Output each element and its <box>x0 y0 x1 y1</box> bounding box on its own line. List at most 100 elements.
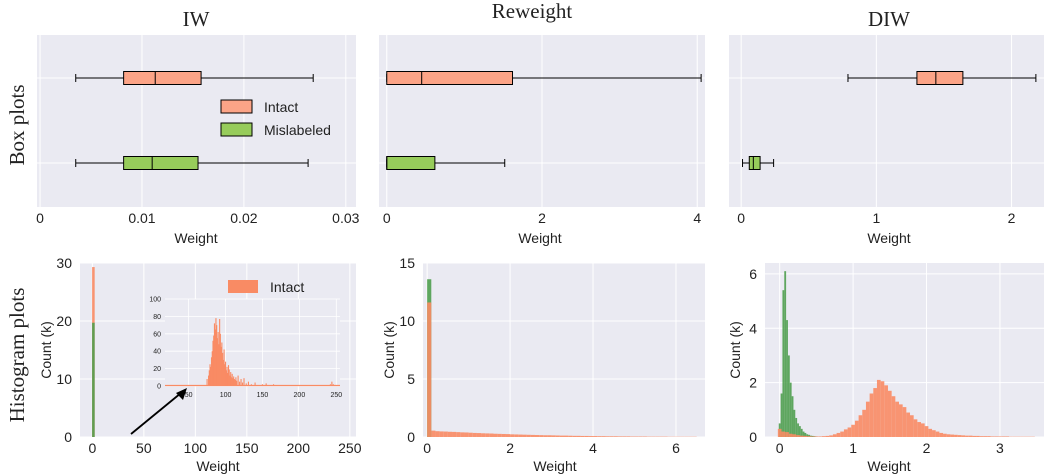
inset-histogram-bar <box>224 364 226 386</box>
inset-histogram-bar <box>265 383 267 386</box>
histogram-bar <box>613 436 618 437</box>
histogram-bar <box>555 435 560 437</box>
inset-histogram-bar <box>229 375 231 386</box>
histogram-bar <box>576 435 581 437</box>
plot-area <box>37 35 356 207</box>
x-tick-label: 6 <box>672 440 680 456</box>
x-tick-label: 0.03 <box>332 210 359 226</box>
y-tick-label: 0 <box>64 429 72 445</box>
histogram-bar <box>928 428 933 437</box>
inset-histogram-bar <box>269 385 271 386</box>
plot-area <box>423 263 705 437</box>
x-tick-label: 0 <box>36 210 44 226</box>
panel-title: IW <box>183 7 210 31</box>
x-tick-label: 3 <box>996 440 1004 456</box>
histogram-bar <box>789 382 792 437</box>
histogram-bar <box>530 434 535 437</box>
box-iqr <box>123 71 202 85</box>
histogram-bar <box>92 322 95 437</box>
histogram-bar <box>998 436 1002 437</box>
histogram-bar <box>564 435 569 437</box>
histogram-bar <box>493 433 498 437</box>
inset-histogram-bar <box>298 385 300 386</box>
histogram-bar <box>543 435 548 437</box>
histogram-bar <box>431 430 436 437</box>
inset-histogram-bar <box>233 379 235 386</box>
histogram-bar <box>851 424 855 437</box>
histogram-bar <box>972 435 977 437</box>
histogram-bar <box>476 433 482 437</box>
series-intact <box>427 302 697 437</box>
histogram-bar <box>873 388 877 437</box>
legend-label: Intact <box>270 279 304 295</box>
histogram-bar <box>617 436 623 437</box>
panel-title: DIW <box>868 7 910 31</box>
histogram-bar <box>785 432 789 437</box>
histogram-bar <box>781 431 786 437</box>
inset-histogram-bar <box>210 357 213 386</box>
inset-histogram-bar <box>272 384 275 386</box>
inset-histogram-bar <box>284 385 286 386</box>
inset-plot-area <box>165 299 340 386</box>
inset-histogram-bar <box>236 380 238 386</box>
inset-histogram-bar <box>230 372 232 386</box>
x-tick-label: 0.01 <box>128 210 155 226</box>
series-mislabeled <box>778 271 818 437</box>
histogram-bar <box>795 417 798 437</box>
histogram-bar <box>572 435 577 437</box>
histogram-bar <box>854 420 859 437</box>
histogram-bar <box>796 435 800 437</box>
inset-histogram-bar <box>227 365 230 386</box>
box-intact <box>75 71 314 85</box>
histogram-bar <box>551 435 556 437</box>
y-tick-label: 15 <box>399 255 415 271</box>
legend-swatch <box>220 99 253 114</box>
inset-histogram-bar <box>231 373 233 386</box>
histogram-bar <box>456 432 461 437</box>
inset-histogram-bar <box>241 382 244 386</box>
histogram-bar <box>435 431 440 437</box>
histogram-bar <box>814 436 819 437</box>
inset-histogram-bar <box>211 351 213 386</box>
histogram-bar <box>807 436 811 437</box>
plot-area <box>729 35 1044 207</box>
x-tick-label: 0 <box>776 440 784 456</box>
inset-histogram-bar <box>220 346 222 386</box>
x-tick-label: 1 <box>849 440 857 456</box>
inset-histogram-bar <box>206 379 208 386</box>
series-mislabeled <box>92 322 95 437</box>
inset-histogram-bar <box>243 378 245 386</box>
x-axis-label: Weight <box>533 458 576 474</box>
inset-histogram-bar <box>225 370 227 386</box>
x-tick-label: 2 <box>1008 210 1016 226</box>
histogram-bar <box>452 431 457 437</box>
y-tick-label: 5 <box>407 371 415 387</box>
histogram-bar <box>843 429 848 437</box>
histogram-bar <box>514 434 519 437</box>
inset-histogram-bar <box>214 329 216 386</box>
inset-histogram-bar <box>208 375 210 386</box>
x-tick-label: 2 <box>506 440 514 456</box>
inset-x-tick-label: 250 <box>330 392 342 399</box>
histogram-bar <box>568 435 573 437</box>
y-tick-label: 2 <box>749 375 757 391</box>
histogram-bar <box>791 396 794 437</box>
inset-histogram-bar <box>331 381 333 386</box>
y-tick-label: 10 <box>399 313 415 329</box>
histogram-bar <box>876 379 881 437</box>
histogram-bar <box>802 431 805 437</box>
y-tick-label: 4 <box>749 320 757 336</box>
histogram-bar <box>447 431 453 437</box>
inset-histogram-bar <box>254 382 256 386</box>
inset: 0 20 40 60 80 100 50 100 150 200 250 <box>149 297 342 400</box>
box-intact <box>386 71 702 85</box>
histogram-bar <box>803 435 808 437</box>
inset-y-tick-label: 100 <box>149 297 161 304</box>
inset-arrow-line <box>130 392 182 435</box>
histogram-bar <box>994 436 999 437</box>
histogram-bar <box>588 436 594 437</box>
histogram-bar <box>818 436 822 437</box>
inset-histogram-bar <box>227 372 229 386</box>
inset-histogram-bar <box>245 383 247 386</box>
